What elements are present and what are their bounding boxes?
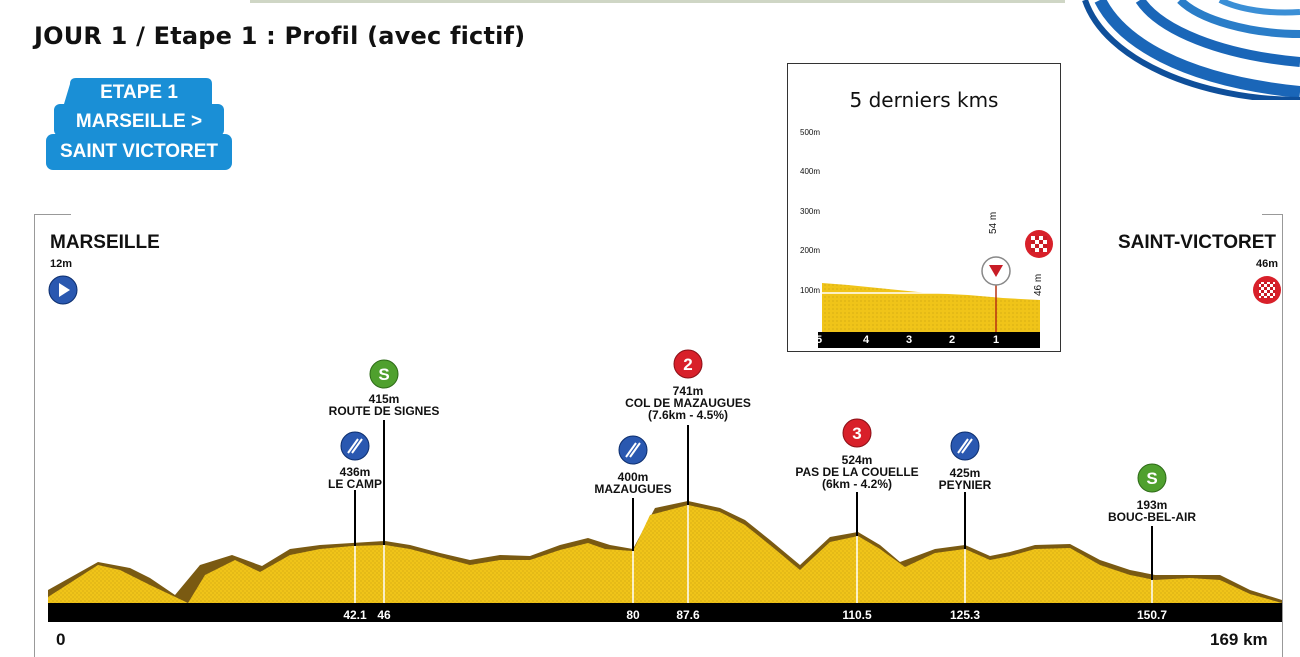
point-col-de-mazaugues: 741m COL DE MAZAUGUES (7.6km - 4.5%) [625,385,751,421]
point-name: MAZAUGUES [594,482,672,496]
sprint-letter: S [378,365,389,384]
inset-y-tick: 100m [800,286,821,295]
km-marker: 87.6 [676,608,700,622]
badge-line-3: SAINT VICTORET [60,141,218,162]
inset-altitude-54: 54 m [988,211,999,234]
point-altitude: 415m [368,392,400,406]
point-altitude: 425m [949,466,981,480]
km-marker: 42.1 [343,608,367,622]
point-altitude: 741m [672,384,704,398]
point-name: ROUTE DE SIGNES [328,404,440,418]
stage-badge: ETAPE 1 MARSEILLE > SAINT VICTORET [46,78,232,170]
point-altitude: 436m [339,465,371,479]
point-mazaugues: 400m MAZAUGUES [594,471,671,495]
profile-frame-left [34,214,71,657]
inset-km-label: 2 [948,334,956,346]
km-marker: 125.3 [949,608,981,622]
top-map-strip [250,0,1065,3]
point-name: BOUC-BEL-AIR [1108,510,1196,524]
inset-altitude-46: 46 m [1033,273,1044,296]
km-marker: 150.7 [1136,608,1168,622]
inset-km-label: 4 [862,334,870,346]
point-altitude: 193m [1136,498,1168,512]
point-name: PEYNIER [938,478,992,492]
inset-title: 5 derniers kms [849,88,999,112]
climb-category: 2 [683,355,692,374]
point-altitude: 400m [617,470,649,484]
finish-altitude: 46m [1256,258,1279,270]
point-climb-stats: (6km - 4.2%) [821,477,893,491]
point-name: LE CAMP [328,477,382,491]
point-peynier: 425m PEYNIER [939,467,992,491]
point-le-camp: 436m LE CAMP [328,466,382,490]
axis-start: 0 [56,630,66,649]
point-bouc-bel-air: 193m BOUC-BEL-AIR [1108,499,1196,523]
inset-profile [818,230,1053,348]
inset-km-label: 3 [905,334,913,346]
brand-logo [1080,0,1300,100]
point-name: COL DE MAZAUGUES [625,396,751,410]
page-title: JOUR 1 / Etape 1 : Profil (avec fictif) [34,22,526,50]
sprint-letter: S [1146,469,1157,488]
inset-y-tick: 200m [800,246,821,255]
inset-y-tick: 500m [800,128,821,137]
axis-end: 169 km [1210,630,1268,649]
profile-frame-right [1262,214,1283,657]
inset-y-tick: 300m [800,207,821,216]
start-city: MARSEILLE [50,232,160,253]
badge-line-1: ETAPE 1 [100,82,178,103]
point-climb-stats: (7.6km - 4.5%) [647,408,729,422]
point-route-de-signes: 415m ROUTE DE SIGNES [329,393,440,417]
inset-y-tick: 400m [800,167,821,176]
finish-city: SAINT-VICTORET [1118,232,1276,253]
km-marker: 80 [626,608,640,622]
climb-category: 3 [852,424,861,443]
inset-km-label: 5 [815,334,823,346]
start-altitude: 12m [50,258,73,270]
point-pas-de-la-couelle: 524m PAS DE LA COUELLE (6km - 4.2%) [795,454,918,490]
point-altitude: 524m [841,453,873,467]
km-marker: 46 [377,608,391,622]
badge-line-2: MARSEILLE > [75,111,203,132]
km-marker: 110.5 [842,608,872,622]
inset-km-label: 1 [992,334,1000,346]
point-name: PAS DE LA COUELLE [795,465,919,479]
last-5km-inset: 5 derniers kms 500m 400m 300m 200m 100m … [787,63,1061,352]
